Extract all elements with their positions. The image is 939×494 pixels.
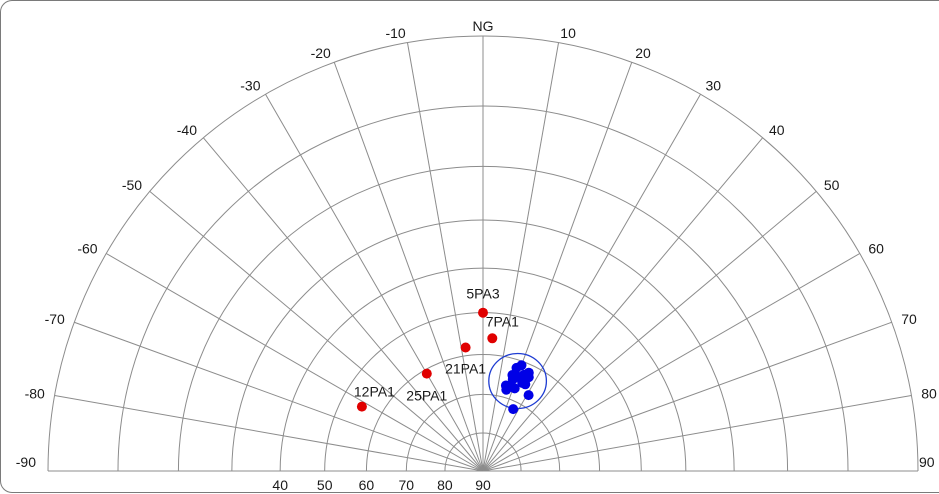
azimuth-label: 40: [769, 122, 785, 138]
cluster-point: [508, 404, 519, 415]
azimuth-spoke: [203, 137, 484, 472]
dip-label: 90: [475, 477, 491, 493]
azimuth-label: 90: [919, 454, 935, 470]
azimuth-label: -30: [240, 78, 260, 94]
azimuth-spoke: [265, 94, 484, 472]
azimuth-label: 50: [824, 177, 840, 193]
azimuth-label: NG: [473, 18, 494, 34]
azimuth-spoke: [74, 321, 484, 472]
dip-label: 70: [399, 477, 415, 493]
azimuth-label: 20: [635, 45, 651, 61]
azimuth-spoke: [333, 62, 484, 472]
azimuth-label: -10: [385, 25, 405, 41]
cluster-point: [523, 390, 534, 401]
azimuth-spoke: [406, 42, 484, 472]
azimuth-spoke: [482, 394, 912, 472]
azimuth-spoke: [482, 253, 860, 472]
azimuth-label: 80: [921, 386, 937, 402]
azimuth-spoke: [149, 191, 484, 472]
azimuth-spoke: [482, 321, 892, 472]
azimuth-spoke: [482, 42, 560, 472]
point-label: 7PA1: [486, 313, 519, 329]
data-points: 5PA3 7PA1 21PA1 25PA1 12PA1: [354, 286, 534, 415]
azimuth-label: 10: [560, 25, 576, 41]
dip-label: 40: [272, 477, 288, 493]
azimuth-label: -20: [311, 45, 331, 61]
azimuth-label: -80: [25, 386, 45, 402]
labeled-point: [478, 307, 488, 318]
azimuth-label: -90: [16, 454, 36, 470]
azimuth-spoke: [54, 394, 484, 472]
azimuth-spoke: [482, 94, 701, 472]
point-label: 21PA1: [445, 361, 486, 377]
azimuth-label: -40: [177, 122, 197, 138]
labeled-point: [421, 368, 432, 379]
labeled-point: [460, 342, 471, 353]
azimuth-spoke: [482, 62, 633, 472]
cluster-point: [501, 384, 512, 395]
labeled-point: [356, 401, 367, 412]
dip-label: 80: [437, 477, 453, 493]
labeled-point: [487, 333, 498, 344]
dip-label: 60: [359, 477, 375, 493]
point-label: 12PA1: [354, 384, 395, 400]
azimuth-label: -50: [122, 177, 142, 193]
azimuth-label: 60: [868, 241, 884, 257]
cluster-point: [516, 360, 527, 371]
polar-grid: [47, 35, 919, 472]
cluster-point: [509, 383, 520, 394]
point-label: 25PA1: [406, 388, 447, 404]
azimuth-label: -70: [45, 311, 65, 327]
cluster-point: [520, 379, 531, 390]
axis-labels: -90 -80 -70 -60 -50 -40 -30 -20 -10 NG 10 20 30 40 50 6…: [16, 18, 937, 493]
dip-label: 50: [317, 477, 333, 493]
point-label: 5PA3: [466, 286, 499, 302]
azimuth-label: 70: [901, 311, 917, 327]
azimuth-spoke: [482, 191, 817, 472]
azimuth-spoke: [482, 137, 763, 472]
azimuth-spoke: [106, 253, 484, 472]
azimuth-label: -60: [77, 241, 97, 257]
azimuth-label: 30: [706, 78, 722, 94]
